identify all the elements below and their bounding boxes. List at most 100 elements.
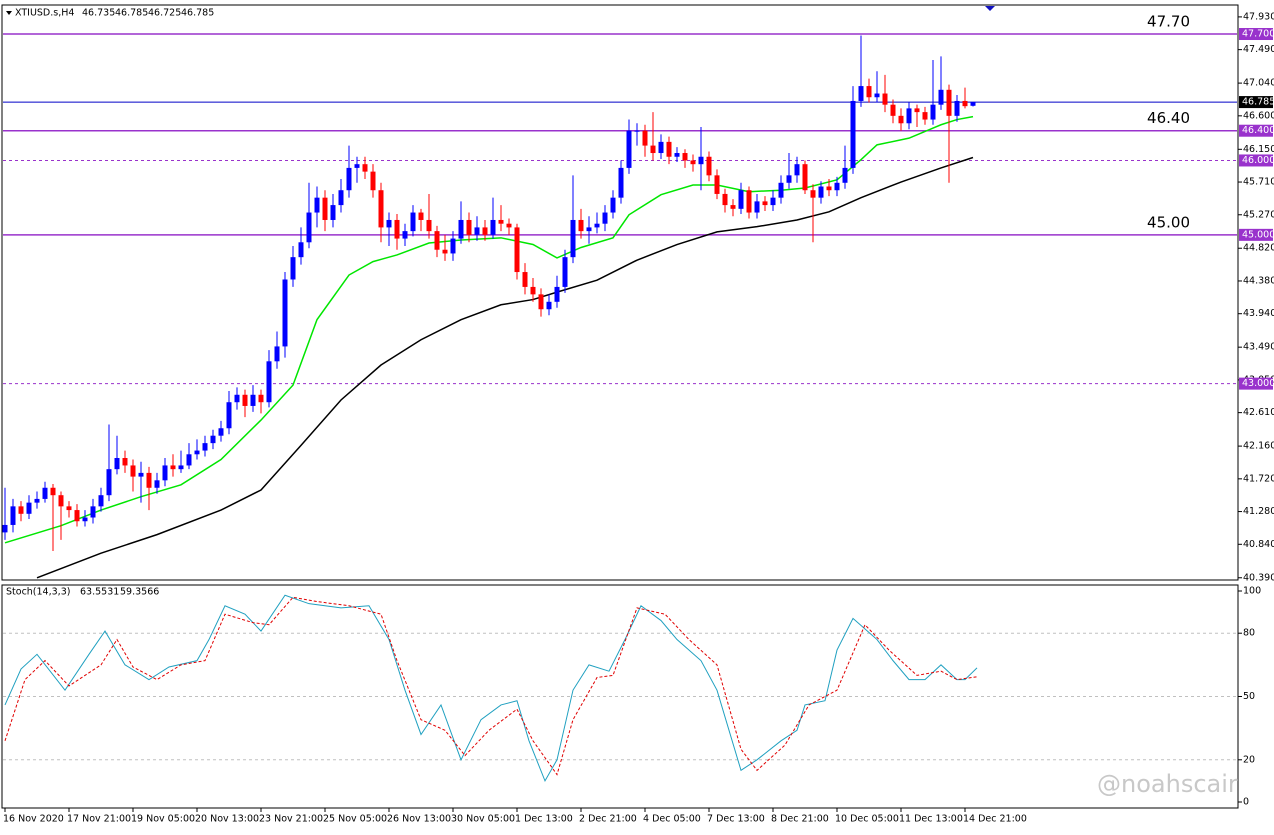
candle-body bbox=[626, 130, 632, 168]
candle-body bbox=[50, 487, 56, 496]
candle-body bbox=[58, 495, 64, 507]
candle-body bbox=[506, 223, 512, 228]
candle-body bbox=[242, 394, 248, 406]
x-tick-label: 4 Dec 05:00 bbox=[643, 814, 701, 825]
sub-panel bbox=[1, 584, 1239, 809]
candle-body bbox=[130, 465, 136, 477]
header-value: 46.785 bbox=[181, 8, 214, 19]
candle-body bbox=[170, 465, 176, 470]
candle-body bbox=[138, 472, 144, 477]
y-tick-label: 47.930 bbox=[1243, 11, 1274, 22]
candle-body bbox=[514, 227, 520, 273]
y-tick-label: 46.600 bbox=[1243, 110, 1274, 121]
candle-body bbox=[954, 100, 960, 116]
candle-body bbox=[690, 160, 696, 165]
candle-body bbox=[10, 506, 16, 525]
candle-body bbox=[234, 394, 240, 403]
candle-body bbox=[354, 164, 360, 168]
candle-body bbox=[570, 219, 576, 258]
candle-body bbox=[858, 86, 864, 101]
candle-body bbox=[970, 102, 976, 106]
y-tick-label: 44.380 bbox=[1243, 275, 1274, 286]
candle-body bbox=[18, 506, 24, 514]
candle-body bbox=[466, 219, 472, 235]
candle-body bbox=[842, 167, 848, 183]
candle-body bbox=[874, 93, 880, 98]
candle-body bbox=[26, 502, 32, 514]
y-tick-label: 44.820 bbox=[1243, 243, 1274, 254]
candle-body bbox=[162, 465, 168, 481]
stoch-value: 63.5531 bbox=[80, 587, 119, 598]
candle-body bbox=[834, 182, 840, 191]
stoch-value: 59.3566 bbox=[120, 587, 159, 598]
candle-body bbox=[266, 361, 272, 403]
y-tick-label: 40.390 bbox=[1243, 572, 1274, 583]
y-tick-label: 41.280 bbox=[1243, 506, 1274, 517]
x-tick-label: 25 Nov 05:00 bbox=[323, 814, 387, 825]
candle-body bbox=[106, 469, 112, 496]
y-tick-label: 45.710 bbox=[1243, 177, 1274, 188]
candle-body bbox=[210, 435, 216, 444]
y-tick-label: 47.040 bbox=[1243, 78, 1274, 89]
candle-body bbox=[850, 100, 856, 168]
candle-body bbox=[410, 212, 416, 232]
stoch-name: Stoch(14,3,3) bbox=[6, 587, 70, 598]
menu-arrow bbox=[6, 11, 12, 15]
level-tag-label: 47.700 bbox=[1242, 29, 1274, 40]
candle-body bbox=[650, 145, 656, 154]
candle-body bbox=[754, 201, 760, 213]
y-tick-label: 46.150 bbox=[1243, 144, 1274, 155]
candle-body bbox=[786, 175, 792, 183]
candle-body bbox=[418, 212, 424, 220]
candle-body bbox=[738, 190, 744, 209]
candle-body bbox=[298, 242, 304, 258]
candle-body bbox=[330, 205, 336, 220]
candle-body bbox=[146, 472, 152, 488]
x-tick-label: 14 Dec 21:00 bbox=[963, 814, 1027, 825]
candle-body bbox=[794, 164, 800, 176]
candle-body bbox=[482, 227, 488, 235]
moving-average bbox=[36, 156, 974, 579]
candle-body bbox=[898, 115, 904, 124]
shift-marker bbox=[985, 6, 995, 11]
candle-body bbox=[450, 238, 456, 254]
last-price-tag bbox=[1239, 96, 1273, 109]
candle-body bbox=[882, 93, 888, 105]
candle-body bbox=[538, 294, 544, 310]
header-value: 46.725 bbox=[148, 8, 181, 19]
candle-body bbox=[906, 108, 912, 124]
candle-body bbox=[706, 156, 712, 176]
candle-body bbox=[434, 231, 440, 250]
candle-body bbox=[186, 454, 192, 466]
candle-body bbox=[914, 108, 920, 113]
level-tag bbox=[1239, 377, 1273, 390]
y-tick-label: 20 bbox=[1243, 754, 1255, 765]
candle-body bbox=[394, 219, 400, 239]
candle-body bbox=[90, 506, 96, 518]
y-tick-label: 42.160 bbox=[1243, 441, 1274, 452]
candle-body bbox=[370, 171, 376, 191]
candle-body bbox=[722, 193, 728, 206]
candle-body bbox=[290, 257, 296, 280]
candle-body bbox=[610, 197, 616, 213]
candle-body bbox=[274, 346, 280, 362]
candle-body bbox=[386, 219, 392, 228]
candle-body bbox=[498, 219, 504, 224]
y-tick-label: 40.840 bbox=[1243, 539, 1274, 550]
candle-body bbox=[578, 219, 584, 232]
header-value: 46.785 bbox=[115, 8, 148, 19]
x-tick-label: 1 Dec 13:00 bbox=[515, 814, 573, 825]
x-tick-label: 30 Nov 05:00 bbox=[451, 814, 515, 825]
x-tick-label: 8 Dec 21:00 bbox=[771, 814, 829, 825]
candle-body bbox=[698, 156, 704, 165]
x-tick-label: 20 Nov 13:00 bbox=[195, 814, 259, 825]
candle-body bbox=[178, 465, 184, 470]
candle-body bbox=[458, 219, 464, 239]
candle-body bbox=[218, 428, 224, 436]
candle-body bbox=[282, 279, 288, 347]
candle-body bbox=[922, 112, 928, 120]
level-text: 47.70 bbox=[1147, 13, 1190, 31]
candle-body bbox=[810, 190, 816, 198]
candle-body bbox=[890, 104, 896, 116]
y-tick-label: 50 bbox=[1243, 691, 1255, 702]
